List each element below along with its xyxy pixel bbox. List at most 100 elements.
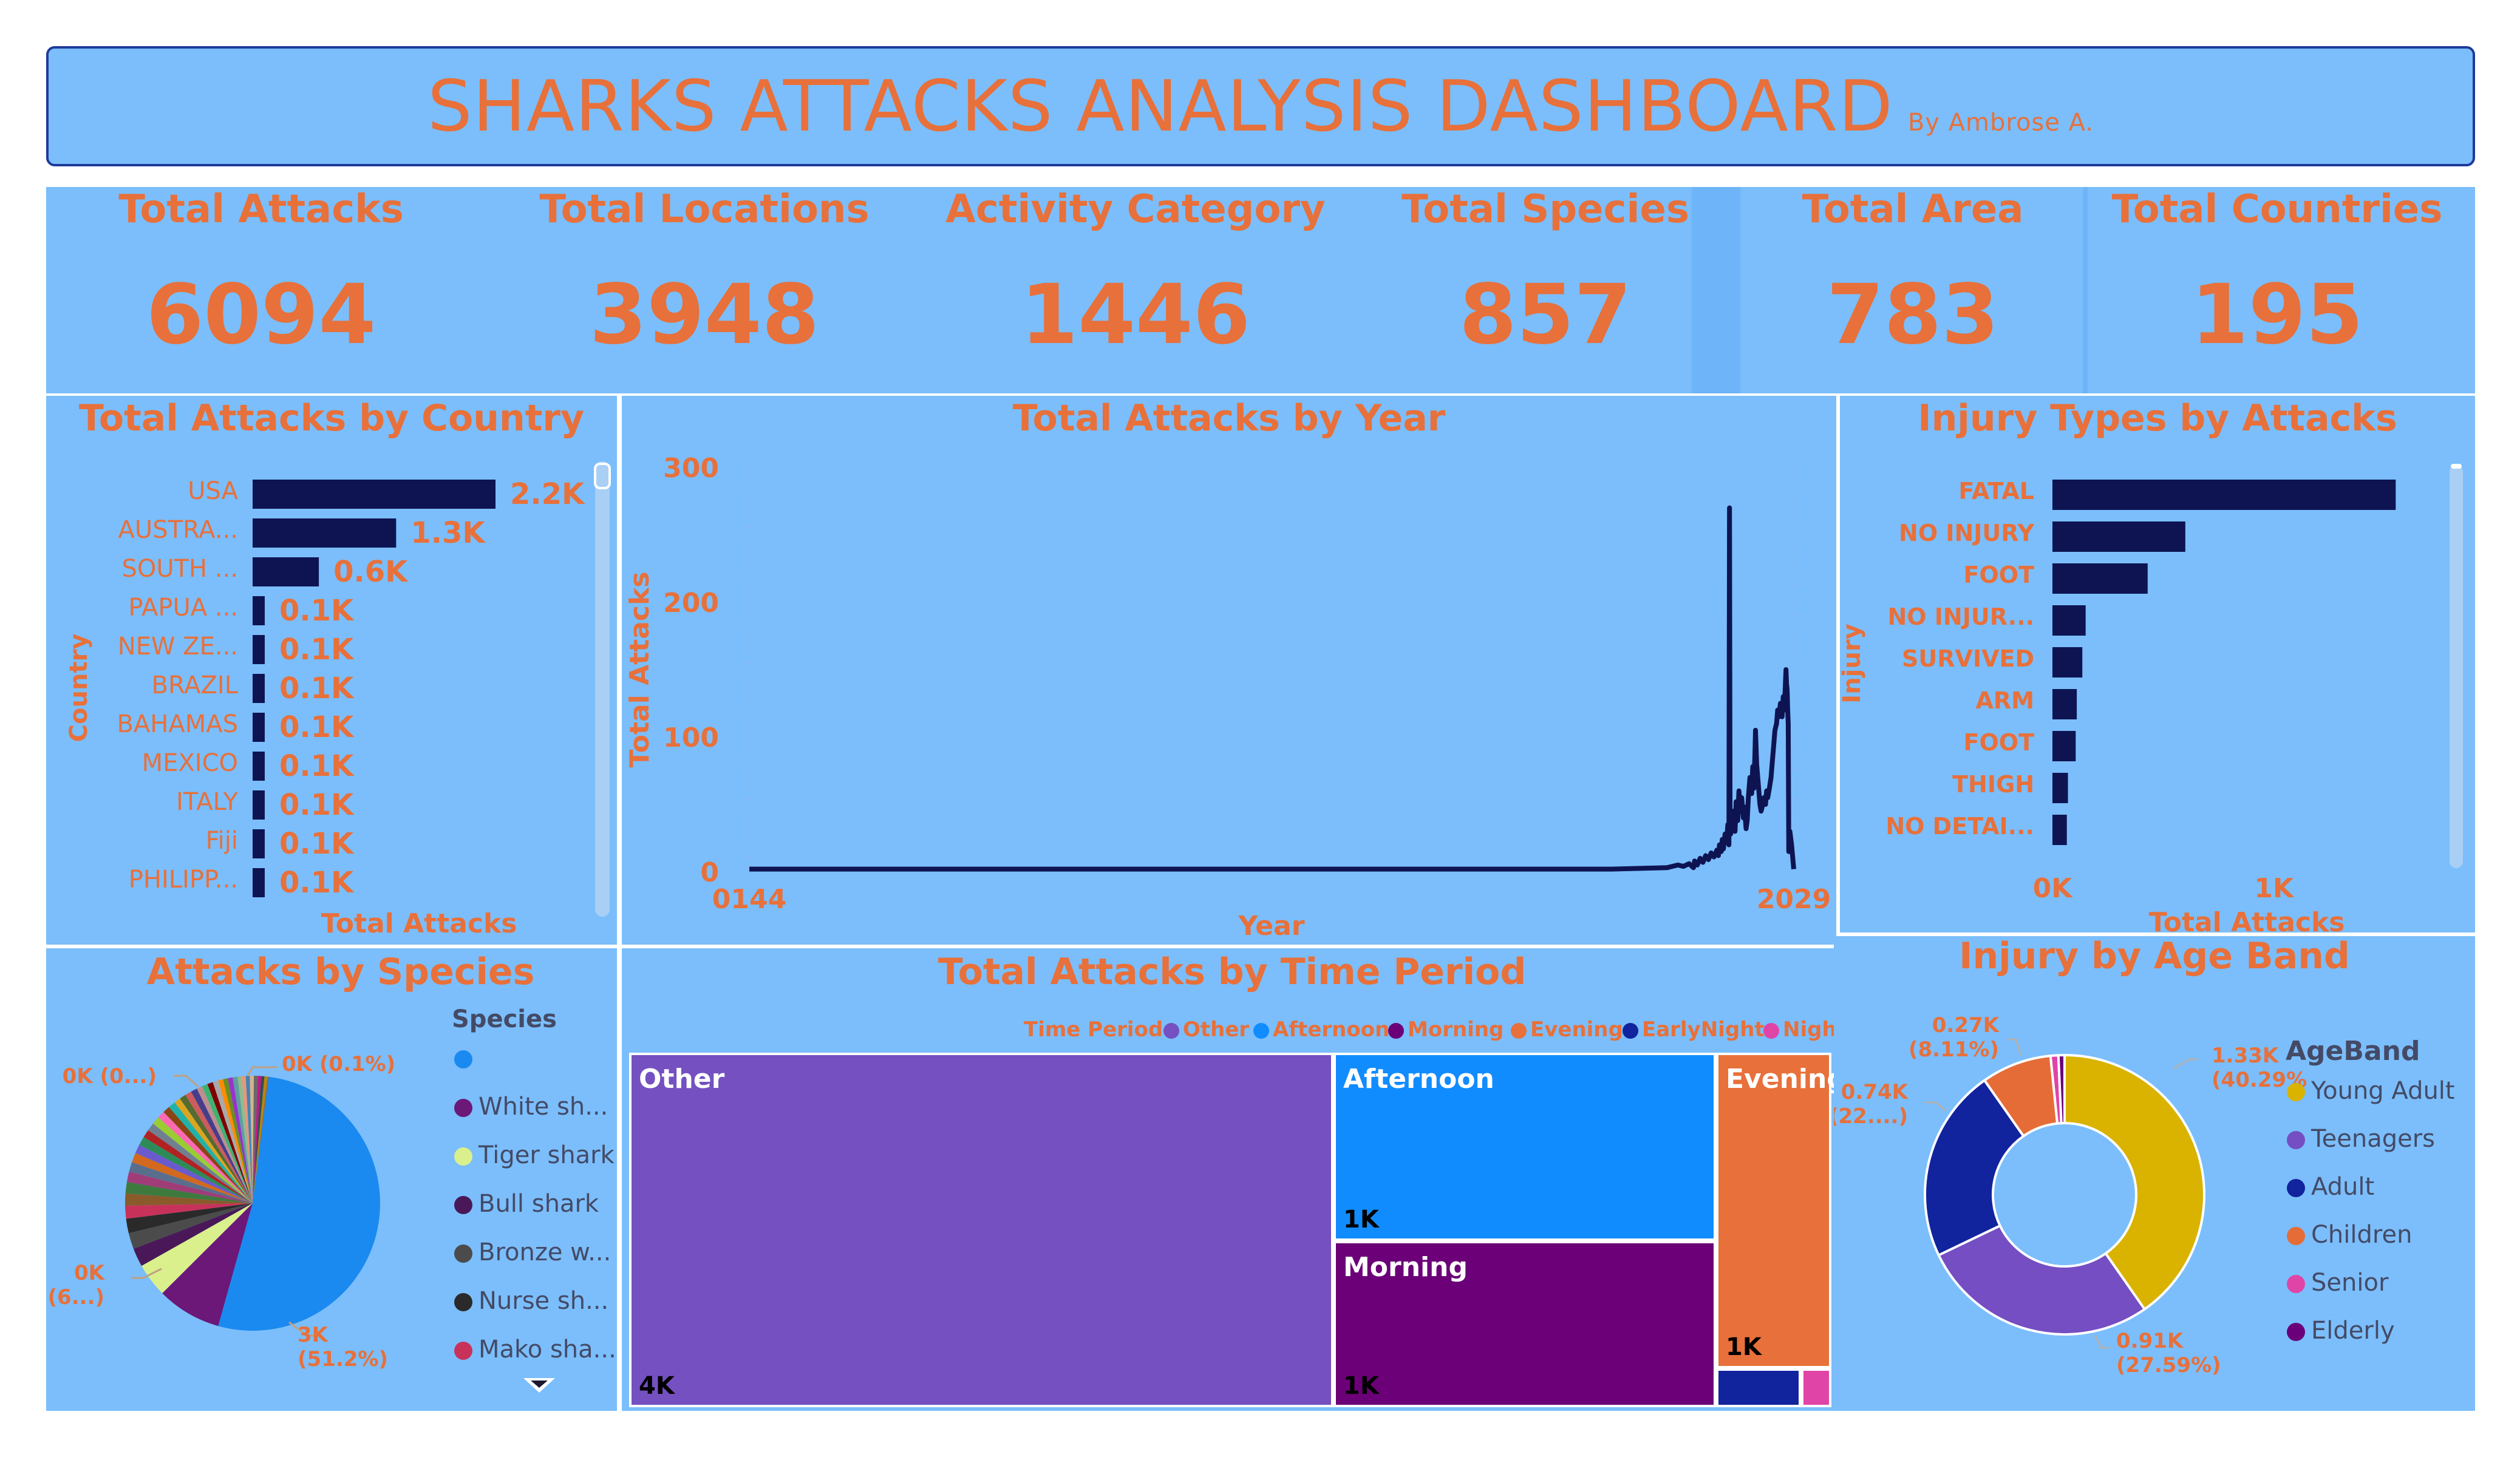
injury-bar <box>2052 563 2148 594</box>
kpi-label-total-species: Total Species <box>1401 187 1689 232</box>
country-tick-label: PHILIPP... <box>129 866 238 894</box>
age-legend-item[interactable]: Young Adult <box>2287 1077 2455 1105</box>
species-legend-item[interactable]: Nurse sh... <box>454 1287 608 1315</box>
species-slice <box>125 1203 253 1219</box>
species-slice <box>237 1076 253 1203</box>
injury-chart-xlabel: Total Attacks <box>2148 907 2345 938</box>
age-data-label: (27.59%) <box>2116 1353 2221 1377</box>
treemap-tile[interactable]: Other 4K <box>629 1053 1333 1407</box>
dashboard-header: SHARKS ATTACKS ANALYSIS DASHBOARD By Ambr… <box>46 46 2475 166</box>
treemap-tile[interactable]: Morning 1K <box>1333 1241 1716 1407</box>
age-legend-item[interactable]: Elderly <box>2287 1317 2395 1345</box>
injury-bar <box>2052 521 2185 552</box>
country-chart-xlabel: Total Attacks <box>321 908 517 939</box>
byline: By Ambrose A. <box>1907 109 2094 137</box>
species-data-label: 0K <box>74 1261 106 1285</box>
injury-bar <box>2052 480 2396 510</box>
age-leader-line <box>2094 1335 2110 1349</box>
country-bar <box>253 557 319 586</box>
species-slice <box>133 1203 253 1266</box>
country-data-label: 0.1K <box>279 788 355 822</box>
injury-scrollbar[interactable] <box>2450 465 2463 868</box>
time-legend-item[interactable]: Other <box>1163 1017 1249 1042</box>
age-legend-item[interactable]: Adult <box>2287 1173 2374 1201</box>
species-slice <box>139 1136 253 1203</box>
legend-swatch <box>454 1147 472 1166</box>
country-bar <box>253 713 265 742</box>
species-legend-item[interactable]: Tiger shark <box>454 1141 615 1169</box>
age-leader-line <box>1925 1101 1947 1112</box>
kpi-label-total-area: Total Area <box>1802 187 2024 232</box>
kpi-label-total-attacks: Total Attacks <box>118 187 404 232</box>
country-data-label: 0.1K <box>279 633 355 667</box>
country-data-label: 0.1K <box>279 710 355 744</box>
legend-label: Bull shark <box>478 1190 599 1218</box>
species-slice <box>253 1076 269 1203</box>
country-data-label: 2.2K <box>510 477 585 511</box>
injury-scroll-thumb[interactable] <box>2451 464 2462 469</box>
legend-swatch <box>2287 1227 2305 1245</box>
species-slice <box>128 1203 253 1249</box>
age-donut-chart: 1.33K(40.29%)0.91K(27.59%)0.74K(22....)0… <box>1834 1013 2307 1377</box>
injury-tick-label: FOOT <box>1964 729 2035 756</box>
treemap-tile[interactable] <box>1716 1368 1801 1407</box>
species-legend-item[interactable]: Mako sha... <box>454 1336 616 1364</box>
legend-swatch <box>1623 1023 1638 1039</box>
injury-tick-label: NO INJUR... <box>1887 603 2034 630</box>
country-bar <box>253 674 265 703</box>
species-legend-item[interactable]: Bronze w... <box>454 1238 611 1266</box>
country-tick-label: BRAZIL <box>152 671 239 699</box>
year-series-line <box>749 505 1796 872</box>
time-legend-item[interactable]: Morning <box>1388 1017 1503 1042</box>
age-slice <box>1924 1078 2026 1257</box>
country-tick-label: MEXICO <box>142 749 238 777</box>
legend-swatch <box>2287 1323 2305 1341</box>
kpi-value-total-locations: 3948 <box>589 267 820 363</box>
country-bar <box>253 518 397 548</box>
species-slice <box>158 1112 253 1203</box>
legend-label: Elderly <box>2311 1317 2395 1345</box>
country-data-label: 0.1K <box>279 671 355 705</box>
species-legend-item[interactable]: White sh... <box>454 1093 608 1121</box>
species-leader-line <box>247 1066 277 1076</box>
year-x-tick-label: 2029 <box>1757 884 1831 915</box>
time-legend-item[interactable]: EarlyNight <box>1623 1017 1765 1042</box>
age-legend-item[interactable]: Teenagers <box>2287 1125 2435 1153</box>
injury-tick-label: FATAL <box>1958 478 2034 504</box>
time-legend-item[interactable]: Afternoon <box>1253 1017 1389 1042</box>
legend-label: Morning <box>1408 1017 1504 1042</box>
treemap-tile[interactable]: Afternoon 1K <box>1333 1053 1716 1241</box>
time-legend-item[interactable]: Evening <box>1511 1017 1623 1042</box>
legend-swatch <box>1163 1023 1179 1039</box>
legend-swatch <box>1511 1023 1527 1039</box>
country-data-label: 0.1K <box>279 827 355 861</box>
country-bar-chart: USA 2.2K AUSTRA... 1.3K SOUTH ... 0.6K PAPUA .… <box>117 477 585 900</box>
treemap-tile-value: 1K <box>1343 1206 1379 1234</box>
treemap-tile-label: Morning <box>1343 1252 1468 1283</box>
species-legend-item[interactable] <box>454 1044 478 1072</box>
legend-swatch <box>2287 1275 2305 1293</box>
legend-swatch <box>454 1245 472 1263</box>
treemap-tile[interactable]: Evening 1K <box>1716 1053 1846 1368</box>
injury-bar <box>2052 605 2086 636</box>
legend-swatch <box>1253 1023 1269 1039</box>
species-leader-line <box>288 1321 319 1337</box>
species-slice <box>253 1076 265 1203</box>
species-slice <box>174 1098 253 1203</box>
country-scrollbar[interactable] <box>595 461 610 917</box>
species-legend-item[interactable]: Bull shark <box>454 1190 599 1218</box>
injury-bar-chart: FATAL NO INJURY FOOT NO INJUR... SURVIVED ARM… <box>1885 478 2396 904</box>
legend-label: Mako sha... <box>478 1336 616 1364</box>
country-scroll-thumb[interactable] <box>594 463 611 489</box>
age-leader-line <box>2173 1058 2198 1070</box>
legend-swatch <box>2287 1131 2305 1149</box>
country-data-label: 0.1K <box>279 866 355 900</box>
species-slice <box>132 1153 253 1203</box>
kpi-label-total-locations: Total Locations <box>539 187 870 232</box>
year-y-tick-label: 200 <box>663 588 719 619</box>
treemap-tile[interactable] <box>1801 1368 1831 1407</box>
age-legend-item[interactable]: Children <box>2287 1221 2412 1249</box>
age-legend-item[interactable]: Senior <box>2287 1269 2388 1297</box>
country-bar <box>253 596 265 625</box>
